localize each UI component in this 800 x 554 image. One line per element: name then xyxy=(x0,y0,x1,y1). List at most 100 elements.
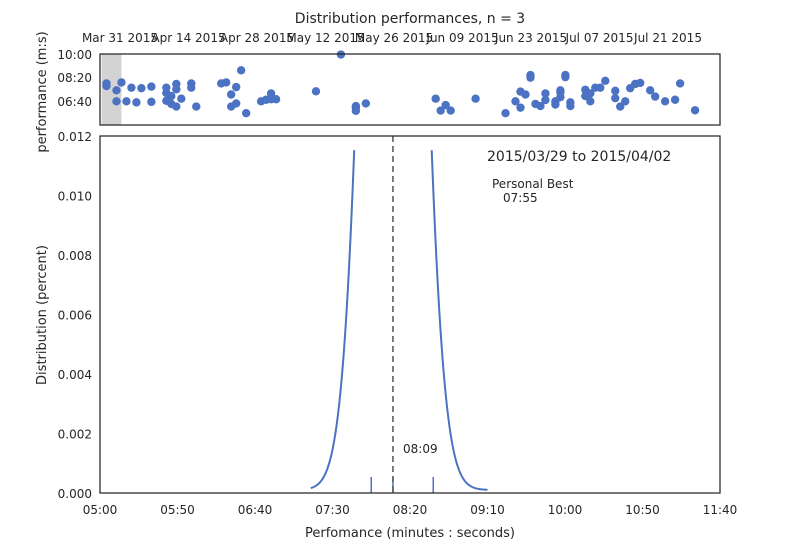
distribution-panel: 05:00 05:50 06:40 07:30 08:20 09:10 10:00 10:50… xyxy=(35,130,737,541)
distribution-y-tick: 0.000 xyxy=(58,487,92,501)
timeline-point xyxy=(586,97,595,106)
timeline-point xyxy=(616,102,625,111)
timeline-point xyxy=(167,91,176,101)
timeline-y-tick: 08:20 xyxy=(57,71,92,85)
timeline-point xyxy=(536,101,545,111)
timeline-point xyxy=(601,76,610,86)
timeline-point xyxy=(660,97,670,106)
timeline-point xyxy=(645,86,655,95)
timeline-point xyxy=(241,108,251,118)
timeline-point xyxy=(541,95,550,105)
personal-best-value: 07:55 xyxy=(503,191,538,205)
timeline-point xyxy=(172,85,181,94)
timeline-point xyxy=(271,95,281,104)
timeline-point xyxy=(147,97,156,107)
distribution-x-tick: 08:20 xyxy=(393,503,428,517)
timeline-y-tick: 10:00 xyxy=(57,48,92,62)
distribution-x-tick: 05:00 xyxy=(83,503,118,517)
timeline-x-tick: Jul 21 2015 xyxy=(633,31,702,45)
timeline-x-tick: Jul 07 2015 xyxy=(565,31,634,45)
timeline-x-tick: Apr 14 2015 xyxy=(151,31,225,45)
timeline-point xyxy=(670,95,680,104)
timeline-point xyxy=(446,106,455,115)
timeline-point xyxy=(147,82,156,91)
timeline-point xyxy=(526,70,535,80)
median-label: 08:09 xyxy=(403,442,438,456)
density-curve xyxy=(310,150,488,491)
range-annotation: 2015/03/29 to 2015/04/02 xyxy=(487,149,671,165)
timeline-point xyxy=(177,94,186,103)
distribution-x-tick: 07:30 xyxy=(315,503,350,517)
timeline-point xyxy=(566,101,575,111)
timeline-point xyxy=(621,97,630,106)
timeline-highlight-band xyxy=(101,54,122,125)
distribution-x-tick: 10:50 xyxy=(625,503,660,517)
timeline-point xyxy=(226,90,236,99)
timeline-point xyxy=(556,92,565,102)
distribution-y-tick: 0.002 xyxy=(58,428,92,442)
timeline-point xyxy=(586,89,595,98)
distribution-y-tick: 0.006 xyxy=(58,309,92,323)
timeline-point xyxy=(112,86,121,95)
timeline-point xyxy=(192,102,201,111)
timeline-point xyxy=(172,102,181,111)
distribution-x-tick: 10:00 xyxy=(548,503,583,517)
timeline-x-tick: May 12 2015 xyxy=(286,31,364,45)
timeline-point xyxy=(541,89,550,98)
timeline-point xyxy=(351,103,361,112)
timeline-x-tick: May 26 2015 xyxy=(355,31,433,45)
timeline-point xyxy=(231,82,241,92)
timeline-points xyxy=(102,50,700,118)
distribution-y-tick: 0.010 xyxy=(58,190,92,204)
timeline-point xyxy=(137,83,146,93)
timeline-x-tick: Jun 23 2015 xyxy=(494,31,567,45)
timeline-x-tick: Mar 31 2015 xyxy=(82,31,158,45)
timeline-point xyxy=(561,72,570,82)
rug-marks xyxy=(370,477,434,493)
distribution-y-tick: 0.012 xyxy=(58,130,92,144)
timeline-point xyxy=(431,94,440,103)
timeline-point xyxy=(471,94,480,103)
timeline-point xyxy=(501,108,510,118)
distribution-x-tick: 09:10 xyxy=(470,503,505,517)
timeline-point xyxy=(611,86,620,96)
timeline-point xyxy=(361,99,371,108)
distribution-y-ticks: 0.000 0.002 0.004 0.006 0.008 0.010 0.012 xyxy=(58,130,92,501)
distribution-x-ticks: 05:00 05:50 06:40 07:30 08:20 09:10 10:00 10:50… xyxy=(83,503,738,517)
timeline-point xyxy=(132,98,141,107)
timeline-y-ticks: 10:00 08:20 06:40 xyxy=(57,48,92,109)
distribution-x-tick: 05:50 xyxy=(160,503,195,517)
timeline-point xyxy=(611,93,620,103)
personal-best-label: Personal Best xyxy=(492,177,574,191)
timeline-point xyxy=(127,83,136,92)
timeline-x-tick: Apr 28 2015 xyxy=(220,31,294,45)
timeline-point xyxy=(221,78,231,87)
timeline-frame xyxy=(99,53,721,126)
timeline-point xyxy=(112,97,121,106)
timeline-x-tick: Jun 09 2015 xyxy=(425,31,498,45)
distribution-x-axis-label: Perfomance (minutes : seconds) xyxy=(305,526,515,541)
distribution-frame xyxy=(99,135,721,494)
timeline-point xyxy=(675,79,685,88)
timeline-point xyxy=(690,106,700,115)
timeline-y-axis-label: performance (m:s) xyxy=(35,31,50,152)
timeline-y-tick: 06:40 xyxy=(57,95,92,109)
timeline-point xyxy=(122,97,131,106)
distribution-y-axis-label: Distribution (percent) xyxy=(35,245,50,385)
timeline-point xyxy=(266,89,276,98)
timeline-point xyxy=(436,106,445,115)
timeline-point xyxy=(596,83,605,92)
timeline-point xyxy=(187,83,196,92)
distribution-y-tick: 0.004 xyxy=(58,368,92,382)
timeline-point xyxy=(231,99,241,108)
distribution-x-tick: 11:40 xyxy=(703,503,738,517)
timeline-point xyxy=(117,78,126,87)
chart-title: Distribution performances, n = 3 xyxy=(295,11,525,27)
timeline-point xyxy=(236,66,246,75)
timeline-point xyxy=(441,100,450,110)
timeline-point xyxy=(521,90,530,99)
